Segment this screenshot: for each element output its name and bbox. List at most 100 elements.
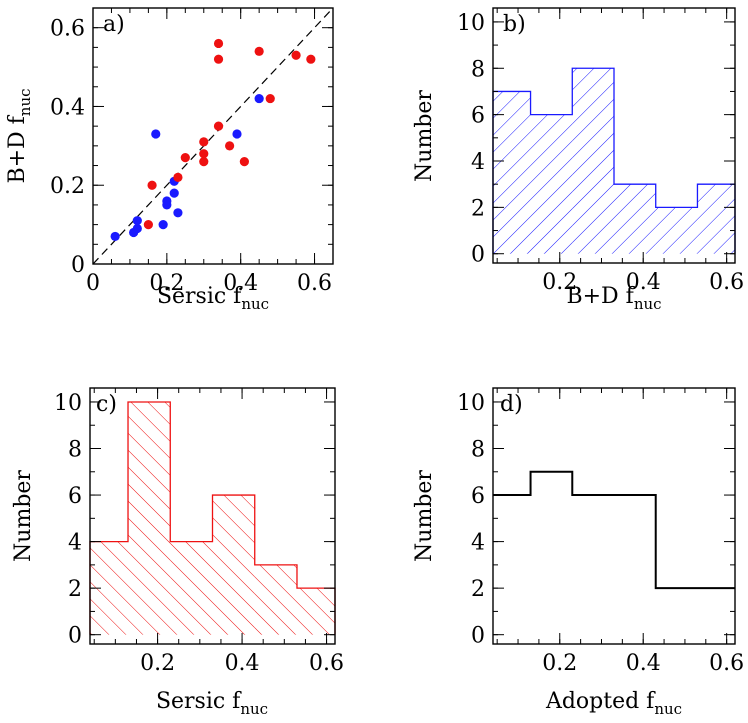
panel-a-y-axis-label-main: B+D f: [5, 114, 30, 183]
panel-a-point-blue: [132, 216, 142, 226]
panel-b-bar: [614, 184, 656, 254]
panel-c-ytick-label: 10: [54, 391, 82, 416]
panel-c-bar: [170, 541, 213, 635]
panel-b-bar: [697, 184, 735, 254]
panel-c-y-ticks: 0 2 4 6 8 10: [54, 391, 335, 649]
panel-a-one-to-one-line: [93, 8, 333, 264]
panel-a-x-axis-label: Sersic fnuc: [157, 284, 269, 313]
panel-a-ytick-label: 0: [71, 253, 85, 278]
panel-b-ytick-label: 2: [471, 196, 485, 221]
panel-a-point-blue: [173, 208, 183, 218]
panel-a-frame: [92, 7, 334, 265]
panel-a-point-blue: [132, 223, 142, 234]
panel-d-x-ticks: 0.2 0.4 0.6: [496, 388, 744, 676]
panel-d-y-ticks: 0 2 4 6 8 10: [457, 391, 735, 649]
panel-c-tag: c): [96, 392, 117, 417]
panel-a-point-blue: [232, 129, 242, 139]
panel-d-x-axis-label-main: Adopted f: [545, 689, 656, 714]
panel-d-tag: d): [500, 392, 523, 417]
panel-a-xtick-label: 0.4: [223, 271, 258, 296]
panel-c-ytick-label: 0: [68, 624, 82, 649]
panel-d-x-axis-label-sub: nuc: [654, 700, 682, 718]
panel-a-xtick-label: 0.2: [149, 271, 184, 296]
panel-d-ytick-label: 2: [471, 577, 485, 602]
panel-d-frame: [492, 387, 736, 645]
panel-a-xtick-label: 0: [86, 271, 100, 296]
panel-a-point-blue: [162, 196, 172, 206]
panel-a-y-axis-label: B+D fnuc: [5, 88, 34, 183]
panel-b-plot-layer: [492, 67, 736, 254]
panel-b-y-ticks: 0 2 4 6 8 10: [457, 11, 735, 268]
panel-a-point-red: [199, 137, 209, 147]
panel-a-point-red: [254, 46, 264, 56]
panel-b-xtick-label: 0.4: [626, 270, 661, 295]
panel-d-ytick-label: 6: [471, 484, 485, 509]
panel-b-bar: [493, 91, 531, 254]
panel-d-xtick-label: 0.4: [626, 651, 661, 676]
panel-b-x-axis-label: B+D fnuc: [566, 284, 661, 313]
panel-c-xtick-label: 0.4: [225, 651, 260, 676]
panel-b-ytick-label: 6: [471, 104, 485, 129]
panel-a-ytick-label: 0.6: [50, 17, 85, 42]
panel-a-point-red: [199, 157, 209, 167]
panel-b-ytick-label: 0: [471, 243, 485, 268]
panel-d-x-axis-label: Adopted fnuc: [545, 689, 682, 718]
panel-c-y-axis-label: Number: [11, 470, 36, 562]
panel-a-point-red: [173, 172, 183, 182]
panel-c-bar: [128, 401, 171, 635]
panel-b-histogram-outline: [492, 67, 736, 254]
panel-c-xtick-label: 0.2: [140, 651, 175, 676]
panel-a-plot-layer: [93, 8, 333, 264]
panel-b-bar: [655, 207, 698, 254]
panel-c-bar: [296, 588, 335, 635]
panel-d-xtick-label: 0.2: [542, 651, 577, 676]
panel-b-ytick-label: 8: [471, 57, 485, 82]
panel-a-point-red: [143, 220, 153, 230]
panel-a-ytick-label: 0.4: [50, 95, 85, 120]
panel-b-y-axis-label: Number: [412, 90, 437, 182]
panel-b-x-axis-label-sub: nuc: [634, 295, 662, 313]
panel-c-xtick-label: 0.6: [309, 651, 344, 676]
panel-a-point-red: [147, 180, 157, 190]
panel-a-point-red: [225, 141, 235, 151]
panel-a-point-red: [213, 121, 224, 131]
panel-a-point-red: [306, 54, 316, 64]
panel-d-xtick-label: 0.6: [709, 651, 744, 676]
panel-a-x-ticks: 0 0.2 0.4 0.6: [86, 8, 334, 296]
panel-d-ytick-label: 0: [471, 624, 485, 649]
panel-c-plot-layer: [89, 401, 336, 635]
panel-a-x-axis-label-main: Sersic f: [157, 284, 243, 309]
panel-b-ytick-label: 4: [471, 150, 485, 175]
panel-d-ytick-label: 8: [471, 438, 485, 463]
panel-c-ytick-label: 2: [68, 577, 82, 602]
panel-a-points: [93, 8, 333, 264]
panel-c-x-axis-label-main: Sersic f: [156, 689, 242, 714]
panel-a-point-blue: [151, 129, 161, 139]
panel-d-histogram-outline: [493, 470, 735, 590]
panel-c-ytick-label: 8: [68, 438, 82, 463]
panel-c: c) 0.2 0.4 0.6 0 2 4 6 8 10 Sersic fnuc Number: [11, 387, 344, 718]
panel-b-ytick-label: 10: [457, 11, 485, 36]
panel-b-tag: b): [503, 12, 526, 37]
panel-a-point-red: [239, 157, 249, 167]
panel-a-point-red: [265, 93, 275, 104]
panel-b-bar: [530, 114, 573, 254]
panel-b-x-axis-label-main: B+D f: [566, 284, 635, 309]
panel-c-frame: [89, 387, 336, 645]
panel-b-xtick-label: 0.2: [542, 270, 577, 295]
panel-a-point-blue: [110, 231, 120, 242]
panel-a-x-axis-label-sub: nuc: [241, 295, 269, 313]
panel-a-tag: a): [103, 12, 125, 37]
panel-b: b) 0.2 0.4 0.6 0 2 4 6 8 10 B+D fnuc Number: [412, 7, 744, 313]
panel-d-ytick-label: 4: [471, 531, 485, 556]
panel-b-xtick-label: 0.6: [709, 270, 744, 295]
panel-c-ytick-label: 4: [68, 531, 82, 556]
panel-a: a) 0 0.2 0.4 0.6 0 0.2 0.4 0.6 Sersic fnuc B+D…: [5, 7, 334, 313]
panel-a-point-red: [213, 38, 224, 49]
panel-a-point-red: [199, 149, 209, 159]
panel-a-ytick-label: 0.2: [50, 174, 85, 199]
panel-a-point-red: [180, 153, 190, 163]
panel-c-ytick-label: 6: [68, 484, 82, 509]
panel-a-y-ticks: 0 0.2 0.4 0.6: [50, 7, 333, 278]
